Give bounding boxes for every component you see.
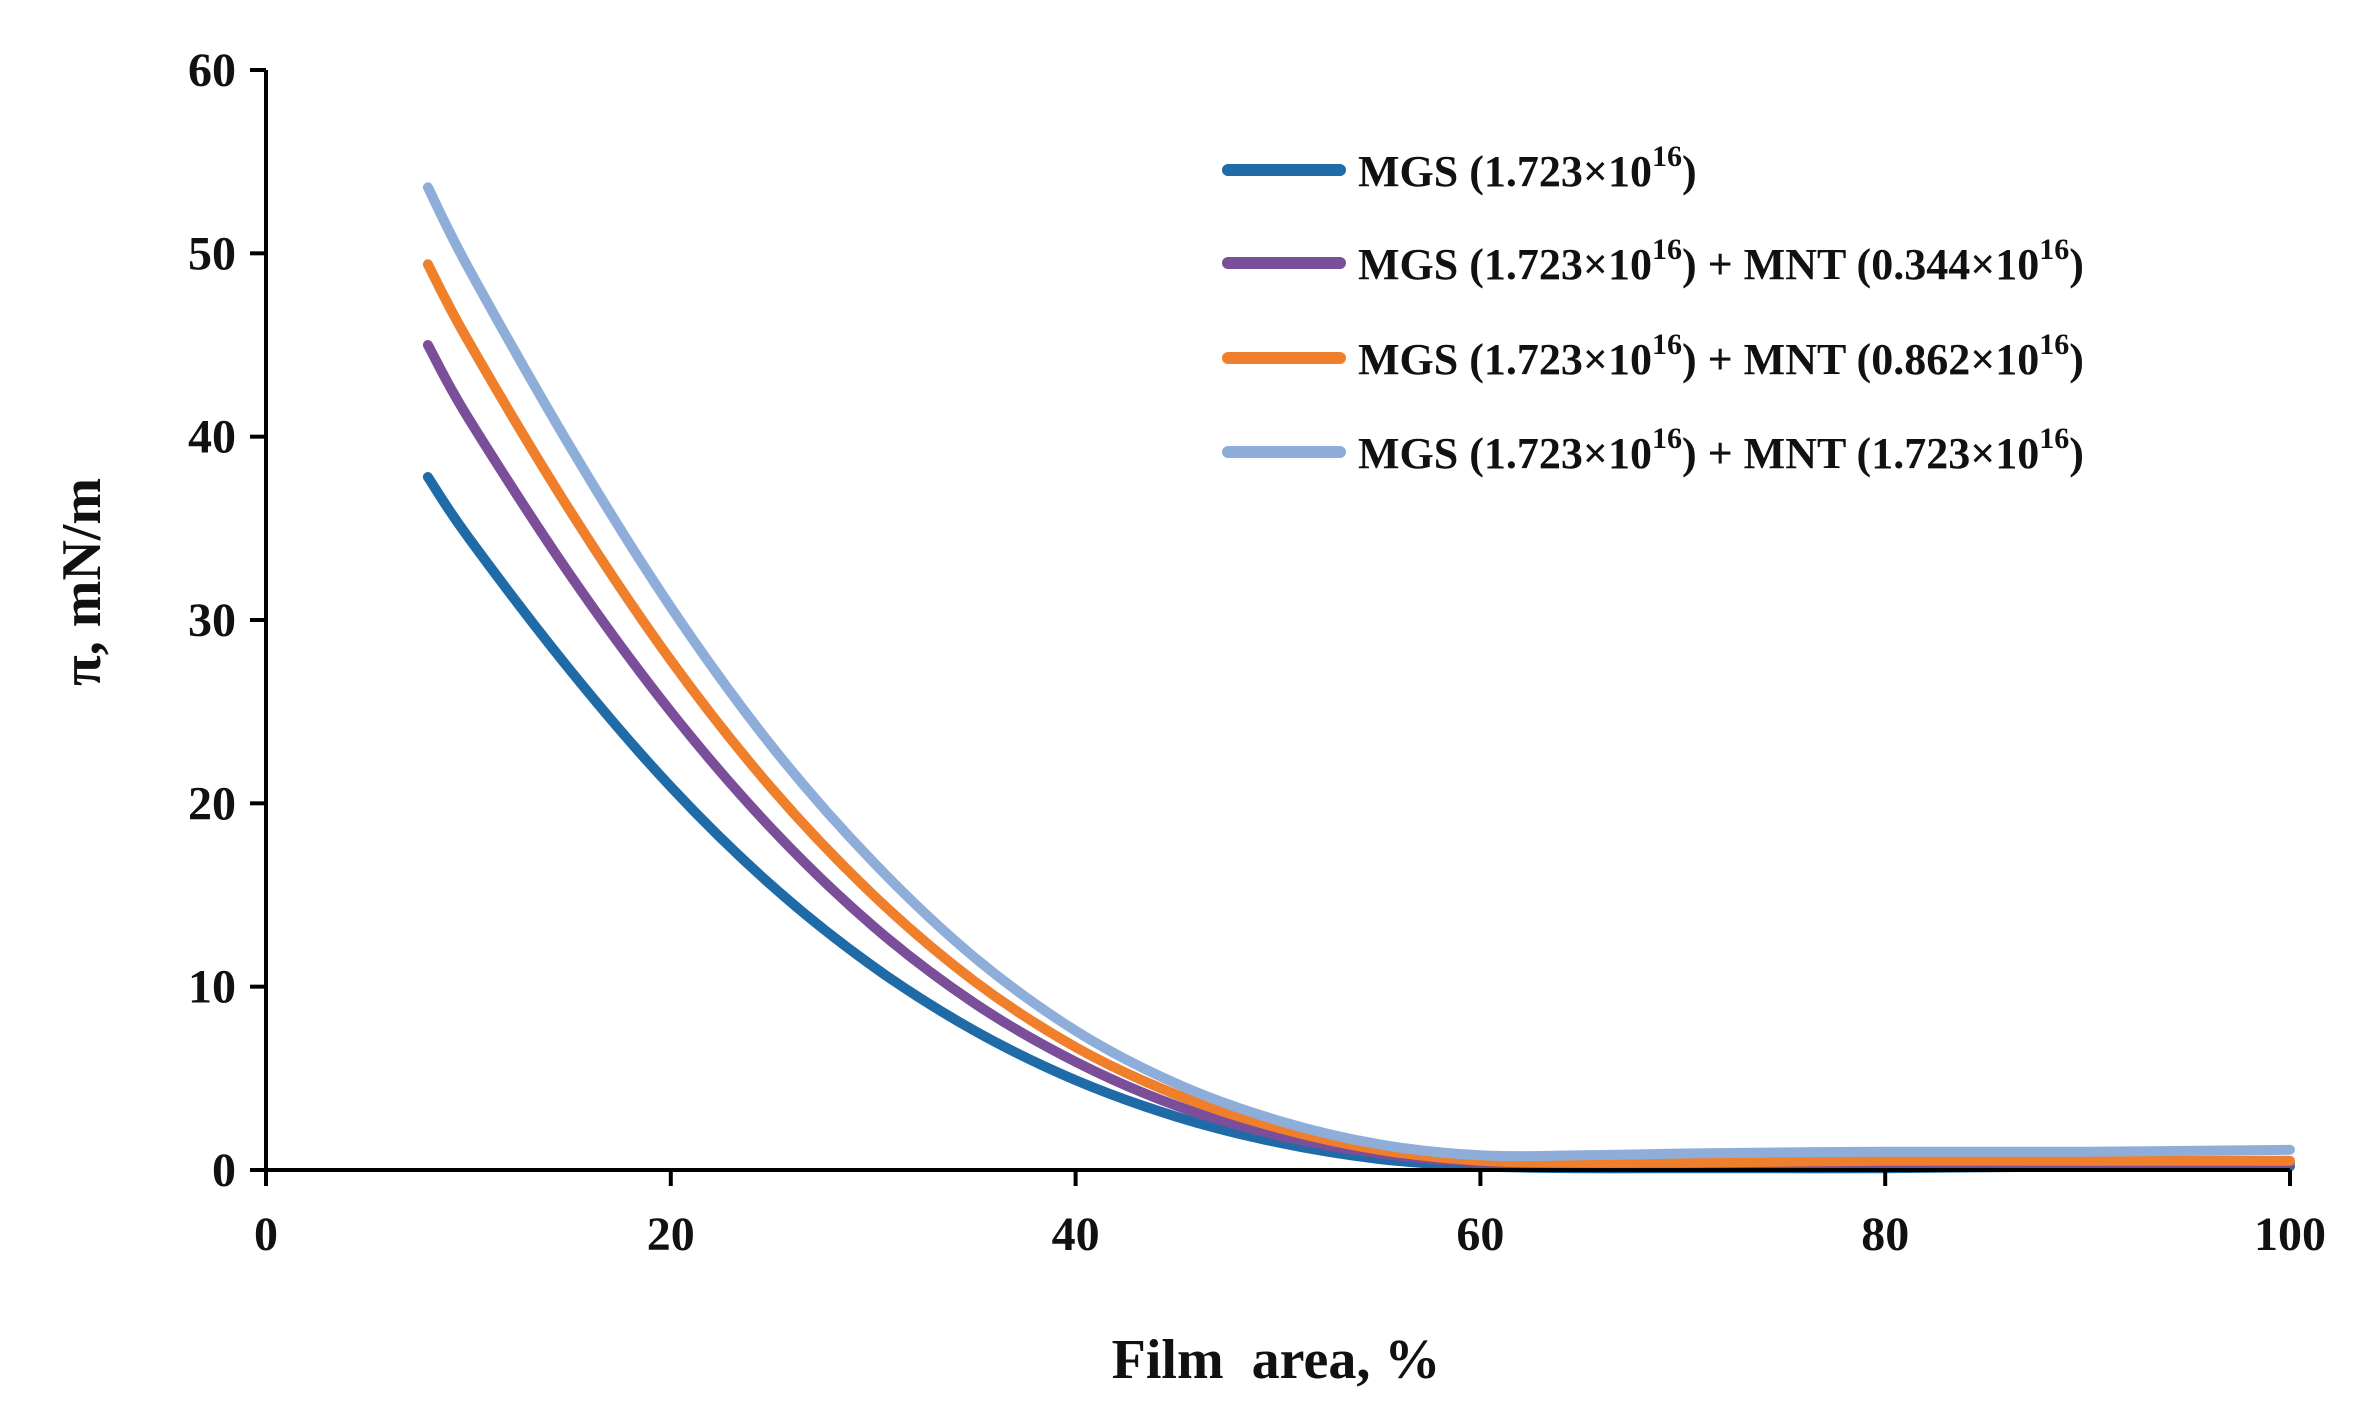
legend-label: MGS (1.723×1016) + MNT (0.862×1016)	[1358, 328, 2084, 384]
legend-text: MGS (1.723×10	[1358, 240, 1652, 289]
series-line-1	[422, 472, 2295, 1174]
legend-entry-2: MGS (1.723×1016) + MNT (0.344×1016)	[1222, 233, 2084, 289]
y-tick-label: 0	[212, 1144, 236, 1197]
legend-text: MGS (1.723×10	[1358, 429, 1652, 478]
y-tick-label: 60	[188, 44, 236, 97]
legend-text: )	[2069, 335, 2084, 384]
y-tick-label: 50	[188, 227, 236, 280]
legend-superscript: 16	[1652, 422, 1682, 455]
legend-label: MGS (1.723×1016) + MNT (0.344×1016)	[1358, 233, 2084, 289]
y-tick-label: 20	[188, 777, 236, 830]
legend-superscript: 16	[2039, 422, 2069, 455]
legend-entry-1: MGS (1.723×1016)	[1222, 140, 1697, 196]
x-tick-label: 60	[1456, 1208, 1504, 1261]
y-tick-label: 10	[188, 961, 236, 1014]
legend: MGS (1.723×1016)MGS (1.723×1016) + MNT (…	[1222, 140, 2084, 478]
x-tick-label: 20	[647, 1208, 695, 1261]
legend-text: ) + MNT (0.862×10	[1682, 335, 2039, 384]
y-axis-title: π, mN/m	[51, 478, 113, 686]
legend-text: )	[1682, 147, 1697, 196]
legend-entry-4: MGS (1.723×1016) + MNT (1.723×1016)	[1222, 422, 2084, 478]
series-line-3	[422, 259, 2295, 1168]
x-tick-label: 100	[2254, 1208, 2326, 1261]
legend-entry-3: MGS (1.723×1016) + MNT (0.862×1016)	[1222, 328, 2084, 384]
legend-superscript: 16	[1652, 233, 1682, 266]
legend-superscript: 16	[2039, 328, 2069, 361]
legend-text: )	[2069, 240, 2084, 289]
series-line-4	[422, 182, 2295, 1162]
x-tick-label: 80	[1861, 1208, 1909, 1261]
legend-superscript: 16	[2039, 233, 2069, 266]
legend-label: MGS (1.723×1016) + MNT (1.723×1016)	[1358, 422, 2084, 478]
x-tick-label: 40	[1052, 1208, 1100, 1261]
legend-text: MGS (1.723×10	[1358, 147, 1652, 196]
legend-text: MGS (1.723×10	[1358, 335, 1652, 384]
x-tick-label: 0	[254, 1208, 278, 1261]
legend-text: ) + MNT (1.723×10	[1682, 429, 2039, 478]
legend-text: )	[2069, 429, 2084, 478]
axes	[250, 68, 2292, 1186]
legend-superscript: 16	[1652, 140, 1682, 173]
y-tick-label: 30	[188, 594, 236, 647]
legend-text: ) + MNT (0.344×10	[1682, 240, 2039, 289]
x-axis-title: Film area, %	[1112, 1329, 1441, 1391]
tick-labels: 0 10 20 30 40 50 60 0 20 40 60 80 100	[188, 44, 2326, 1261]
legend-superscript: 16	[1652, 328, 1682, 361]
y-tick-label: 40	[188, 411, 236, 464]
legend-label: MGS (1.723×1016)	[1358, 140, 1697, 196]
